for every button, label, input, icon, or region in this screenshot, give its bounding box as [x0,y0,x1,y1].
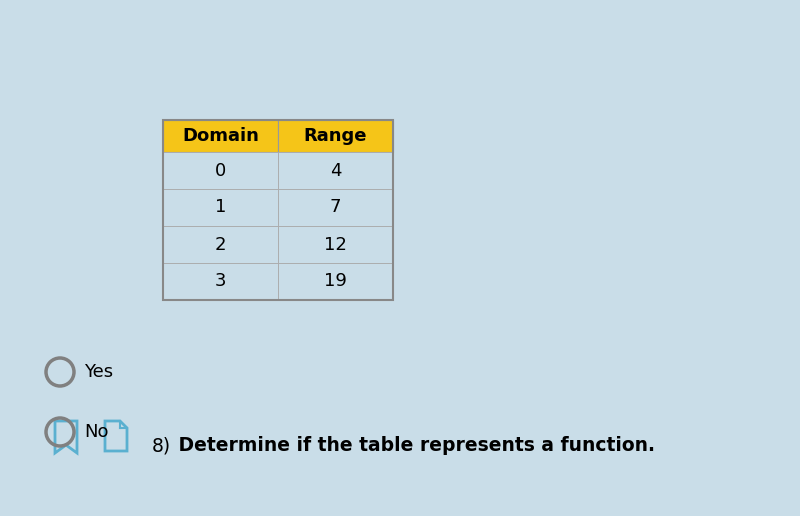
Text: 1: 1 [215,199,226,217]
Text: 0: 0 [215,162,226,180]
FancyBboxPatch shape [278,189,393,226]
FancyBboxPatch shape [163,152,278,189]
Text: 4: 4 [330,162,342,180]
Text: 12: 12 [324,235,347,253]
Text: 7: 7 [330,199,342,217]
Text: 3: 3 [214,272,226,291]
FancyBboxPatch shape [163,189,278,226]
FancyBboxPatch shape [278,226,393,263]
FancyBboxPatch shape [278,263,393,300]
FancyBboxPatch shape [163,226,278,263]
Text: 19: 19 [324,272,347,291]
FancyBboxPatch shape [278,120,393,152]
Text: Yes: Yes [84,363,113,381]
Text: No: No [84,423,109,441]
FancyBboxPatch shape [163,120,278,152]
Text: 8): 8) [152,436,171,455]
Text: 2: 2 [214,235,226,253]
FancyBboxPatch shape [278,152,393,189]
Text: Domain: Domain [182,127,259,145]
Text: Determine if the table represents a function.: Determine if the table represents a func… [172,436,655,455]
Text: Range: Range [304,127,367,145]
FancyBboxPatch shape [163,263,278,300]
